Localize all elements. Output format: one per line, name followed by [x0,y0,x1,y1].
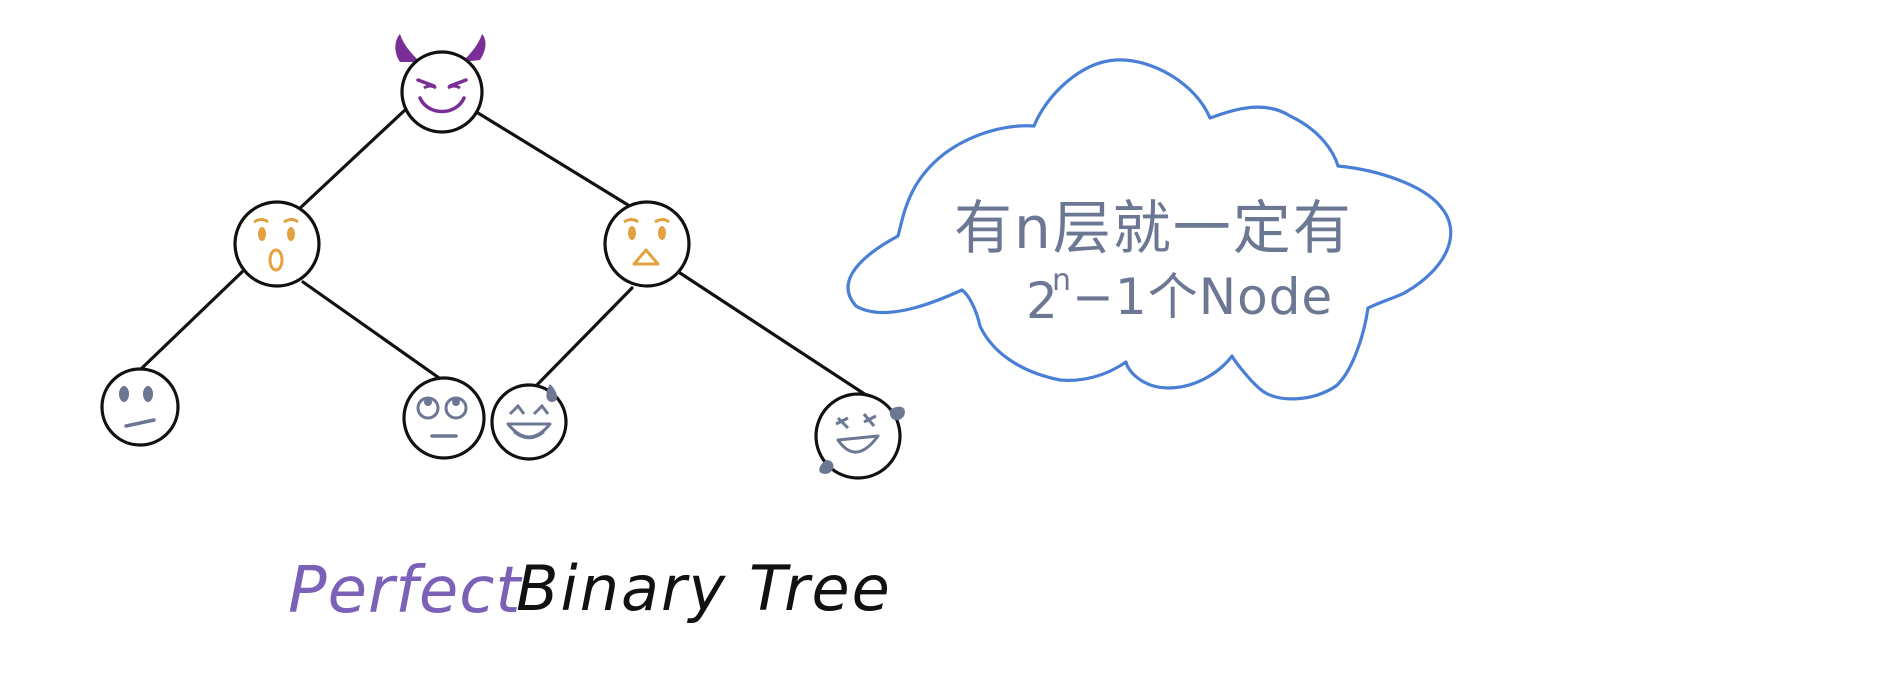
note-line-1: 有n层就一定有 [954,194,1353,262]
title-perfect: Perfect [288,554,523,628]
note-cloud [846,58,1453,401]
edge-root-left [296,108,407,212]
note-line-2-rest: −1个Node [1072,268,1333,326]
frowning-face-icon [603,200,691,288]
edge-left-leftright [301,280,444,382]
title-binary-tree: Binary Tree [516,552,892,625]
surprised-face-icon [233,200,321,288]
tree-edges [140,108,868,397]
devil-face-icon [395,34,486,134]
note-line-2-exponent: n [1052,263,1071,298]
sweat-smile-face-icon [490,383,568,461]
edge-left-leftleft [140,270,244,370]
edge-right-rightright [678,271,868,397]
neutral-face-icon [100,367,180,447]
eye-roll-face-icon [402,376,486,460]
edge-root-right [476,111,630,207]
note-line-2-base: 2 [1026,272,1059,330]
edge-right-rightleft [530,286,634,392]
tears-of-joy-face-icon [814,392,905,480]
